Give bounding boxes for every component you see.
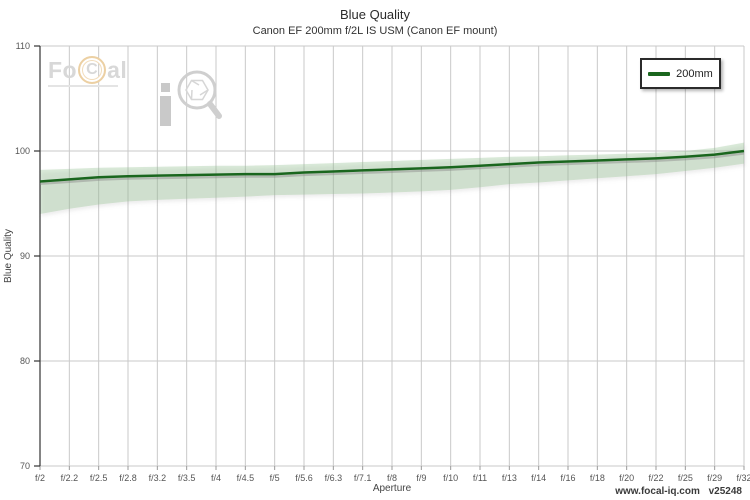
x-tick-label: f/32 xyxy=(736,473,750,483)
x-axis-title: Aperture xyxy=(373,483,412,494)
footer-site-url: www.focal-iq.com xyxy=(615,486,700,497)
series-line-200mm xyxy=(39,149,745,183)
x-tick-label: f/25 xyxy=(678,473,693,483)
x-tick-label: f/14 xyxy=(531,473,546,483)
y-tick-label: 70 xyxy=(20,461,30,471)
x-tick-label: f/22 xyxy=(648,473,663,483)
x-tick-label: f/7.1 xyxy=(354,473,372,483)
legend-line-swatch xyxy=(648,71,671,76)
x-tick-label: f/20 xyxy=(619,473,634,483)
x-tick-label: f/3.5 xyxy=(178,473,196,483)
x-tick-label: f/4 xyxy=(211,473,221,483)
legend-label: 200mm xyxy=(676,67,713,80)
x-tick-label: f/4.5 xyxy=(237,473,255,483)
legend-item-200mm[interactable]: 200mm xyxy=(648,68,713,80)
x-tick-label: f/29 xyxy=(707,473,722,483)
footer-version: v25248 xyxy=(708,486,742,497)
y-tick-label: 110 xyxy=(16,41,30,51)
x-tick-label: f/2.2 xyxy=(61,473,79,483)
x-tick-label: f/2 xyxy=(35,473,45,483)
footer-credit: www.focal-iq.com v25248 xyxy=(609,486,742,497)
x-tick-label: f/6.3 xyxy=(325,473,343,483)
x-tick-label: f/5.6 xyxy=(295,473,313,483)
y-tick-label: 90 xyxy=(20,251,30,261)
y-tick-label: 100 xyxy=(15,146,30,156)
x-tick-label: f/18 xyxy=(590,473,605,483)
chart-subtitle: Canon EF 200mm f/2L IS USM (Canon EF mou… xyxy=(252,25,498,37)
x-tick-label: f/11 xyxy=(473,473,487,483)
y-tick-label: 80 xyxy=(20,356,30,366)
x-tick-label: f/16 xyxy=(560,473,575,483)
chart-legend: 200mm xyxy=(640,58,721,89)
x-tick-label: f/9 xyxy=(416,473,426,483)
x-tick-label: f/3.2 xyxy=(149,473,167,483)
x-tick-label: f/13 xyxy=(502,473,517,483)
series-line-shadow xyxy=(39,152,745,186)
chart-title: Blue Quality xyxy=(339,7,411,22)
y-axis-title: Blue Quality xyxy=(3,229,14,283)
x-tick-label: f/5 xyxy=(270,473,280,483)
x-tick-label: f/10 xyxy=(443,473,458,483)
x-tick-label: f/2.5 xyxy=(90,473,108,483)
x-tick-label: f/2.8 xyxy=(119,473,137,483)
x-tick-label: f/8 xyxy=(387,473,397,483)
